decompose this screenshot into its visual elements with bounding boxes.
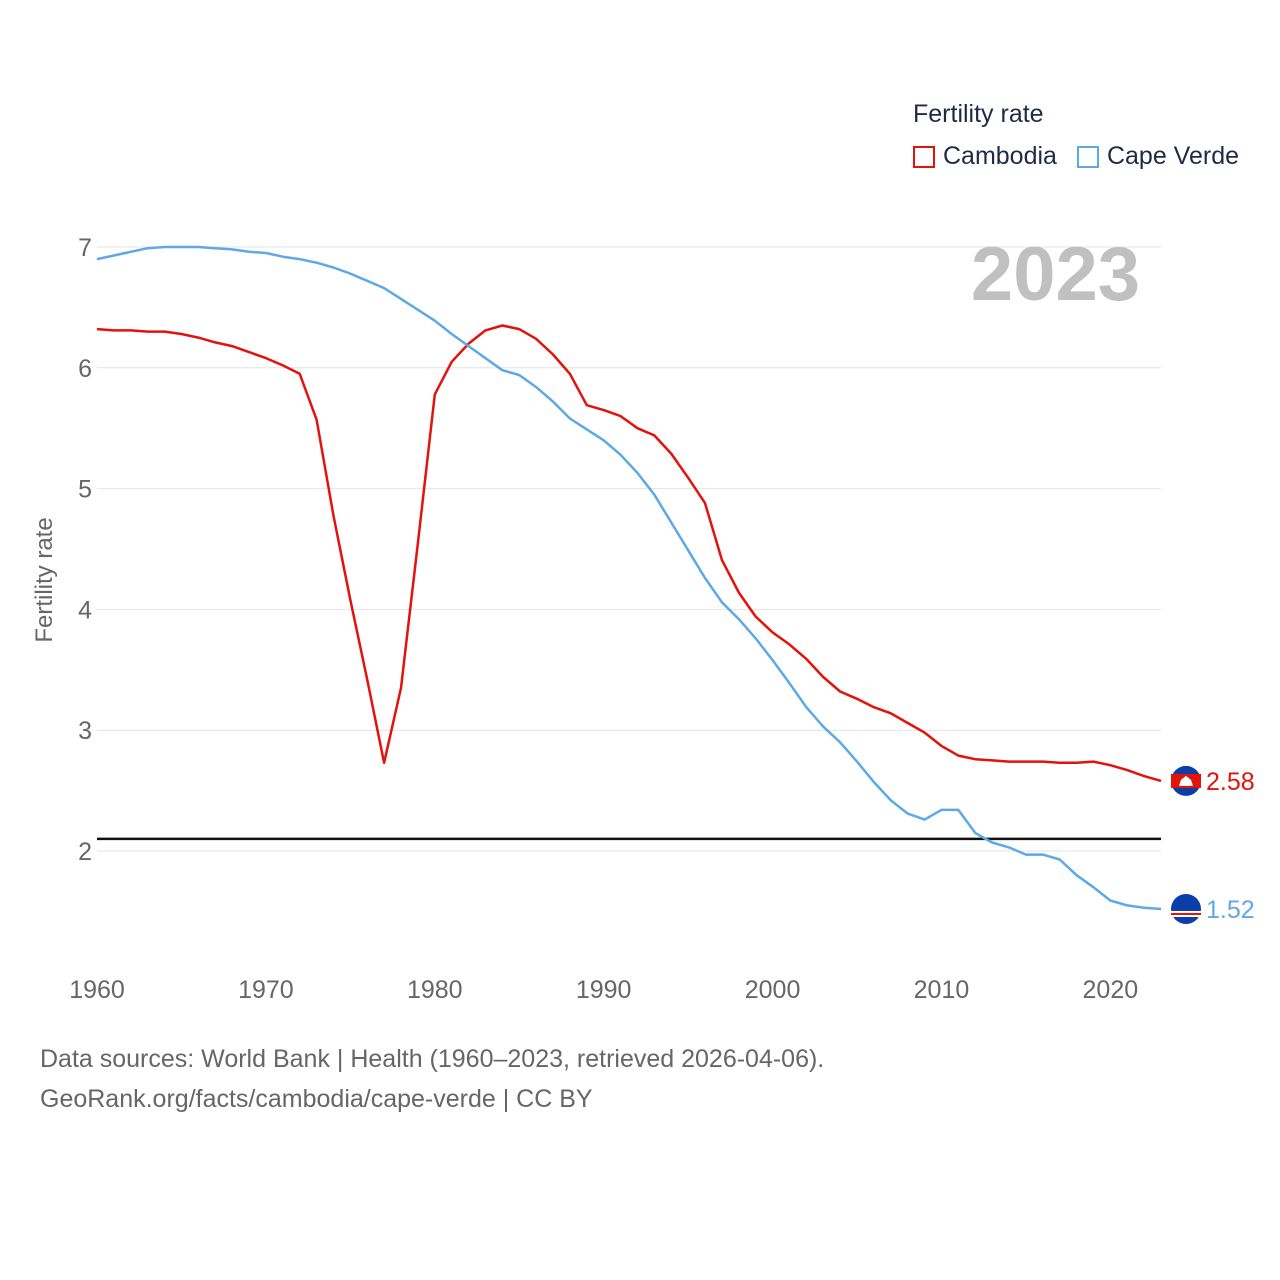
- end-label-cape-verde: 1.52: [1206, 896, 1255, 924]
- x-tick-label-1960: 1960: [69, 976, 125, 1004]
- y-axis-label: Fertility rate: [31, 517, 58, 642]
- x-tick-label-1980: 1980: [407, 976, 463, 1004]
- x-tick-label-1990: 1990: [576, 976, 632, 1004]
- y-tick-label-5: 5: [78, 476, 92, 504]
- legend-item-cape-verde[interactable]: Cape Verde: [1076, 142, 1239, 171]
- x-tick-label-2000: 2000: [745, 976, 801, 1004]
- flag-stripe-red: [1171, 912, 1201, 915]
- y-tick-label-2: 2: [78, 838, 92, 866]
- legend-swatch-cambodia: [913, 145, 935, 168]
- y-tick-label-6: 6: [78, 355, 92, 383]
- end-markers: 2.58 1.52: [1171, 765, 1255, 924]
- flag-circle: [1171, 893, 1201, 924]
- flag-marker-cambodia: [1171, 765, 1201, 796]
- y-tick-label-3: 3: [78, 717, 92, 745]
- legend-label-cape-verde: Cape Verde: [1106, 142, 1239, 170]
- end-label-cambodia: 2.58: [1206, 768, 1255, 796]
- y-tick-label-7: 7: [78, 234, 92, 262]
- series-line-cambodia: [96, 324, 1162, 783]
- legend-label-cambodia: Cambodia: [943, 142, 1057, 170]
- year-label: 2023: [971, 232, 1140, 317]
- legend-item-cambodia[interactable]: Cambodia: [913, 142, 1057, 171]
- flag-temple: [1179, 775, 1193, 786]
- footer-sources: Data sources: World Bank | Health (1960–…: [40, 1045, 825, 1073]
- x-axis-ticks: 1960 1970 1980 1990 2000 2010 2020: [69, 976, 1138, 1004]
- legend-title: Fertility rate: [913, 100, 1044, 128]
- legend: Cambodia Cape Verde: [913, 142, 1259, 171]
- footer-link[interactable]: GeoRank.org/facts/cambodia/cape-verde | …: [40, 1085, 593, 1113]
- x-tick-label-2020: 2020: [1083, 976, 1139, 1004]
- x-tick-label-2010: 2010: [914, 976, 970, 1004]
- y-axis-ticks: 2 3 4 5 6 7: [78, 234, 92, 866]
- flag-marker-cape-verde: [1171, 893, 1201, 924]
- legend-swatch-cape-verde: [1076, 145, 1099, 168]
- series-layer: [96, 245, 1162, 911]
- x-tick-label-1970: 1970: [238, 976, 294, 1004]
- y-tick-label-4: 4: [78, 596, 92, 624]
- gridlines: [97, 246, 1161, 852]
- series-line-cape-verde: [96, 245, 1162, 911]
